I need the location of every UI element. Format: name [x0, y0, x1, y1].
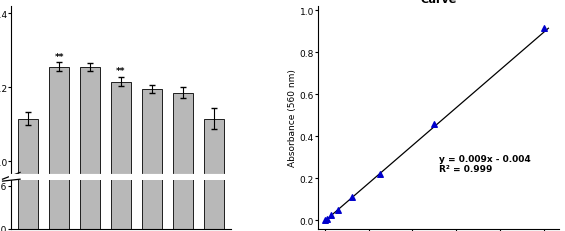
Bar — [142, 90, 162, 231]
Bar — [80, 68, 100, 231]
Bar — [111, 71, 131, 229]
Point — [375, 172, 384, 176]
Bar — [80, 68, 100, 229]
Point — [333, 208, 342, 212]
Bar — [49, 68, 69, 229]
Bar — [203, 78, 224, 229]
Point — [430, 123, 439, 127]
Bar — [173, 73, 193, 229]
Bar — [18, 78, 38, 229]
Text: **: ** — [116, 67, 125, 76]
Point — [540, 27, 549, 30]
Text: **: ** — [54, 53, 64, 62]
Point — [347, 196, 357, 199]
Title: H₂O₂ Standard
Curve: H₂O₂ Standard Curve — [394, 0, 484, 5]
Bar — [18, 119, 38, 231]
Text: y = 0.009x - 0.004
R² = 0.999: y = 0.009x - 0.004 R² = 0.999 — [439, 154, 531, 173]
Bar — [49, 68, 69, 231]
Point — [323, 217, 332, 221]
Point — [327, 214, 336, 217]
Bar — [173, 93, 193, 231]
Y-axis label: Absorbance (560 nm): Absorbance (560 nm) — [288, 69, 297, 167]
Bar — [203, 119, 224, 231]
Point — [320, 219, 329, 222]
Bar — [142, 73, 162, 229]
Bar — [111, 82, 131, 231]
